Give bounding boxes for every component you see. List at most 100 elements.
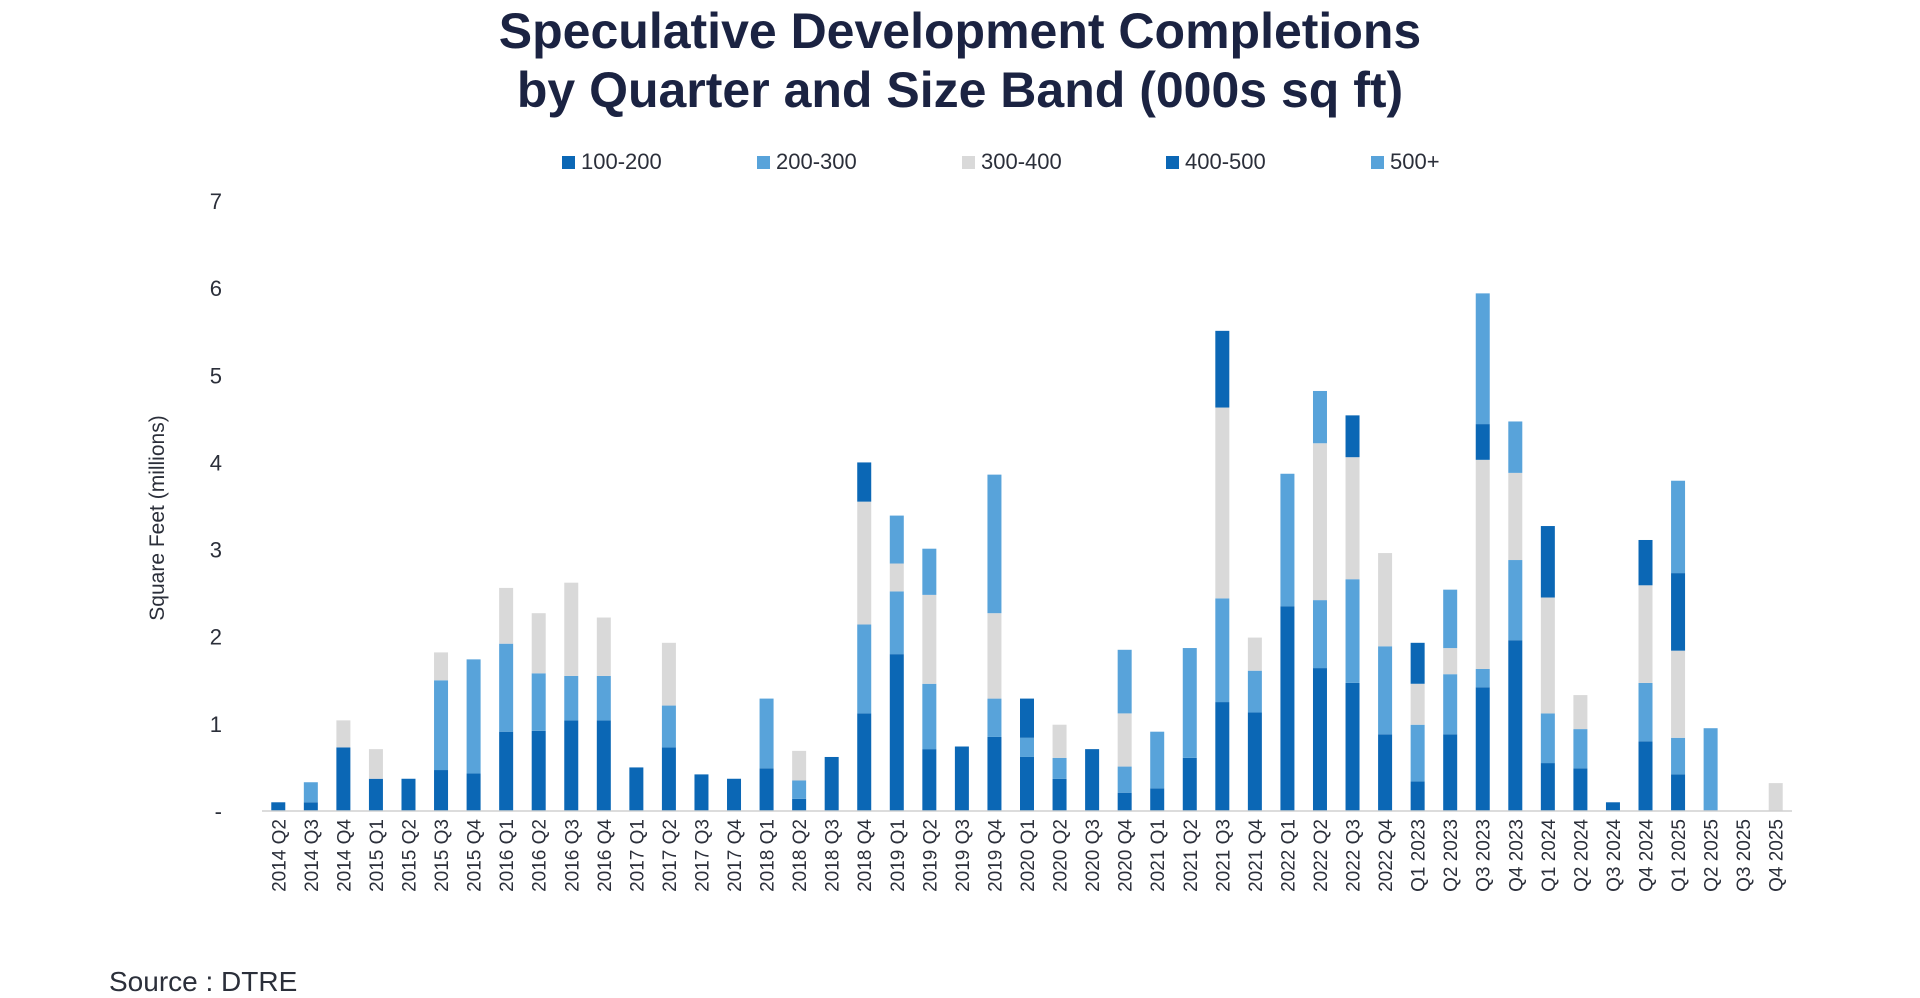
bar-segment <box>1540 763 1555 811</box>
x-tick-label: 2018 Q3 <box>823 819 844 892</box>
legend-label: 400-500 <box>1185 149 1266 174</box>
bar-segment <box>1410 781 1425 811</box>
bar-segment <box>1117 649 1132 714</box>
bar-segment <box>1117 766 1132 793</box>
bar-segment <box>792 780 807 799</box>
bar-segment <box>271 802 286 811</box>
x-tick-label: 2019 Q2 <box>920 819 941 892</box>
x-tick-label: 2018 Q1 <box>758 819 779 892</box>
bar-segment <box>1671 480 1686 574</box>
bar-segment <box>1768 783 1783 811</box>
x-tick-label: 2017 Q1 <box>627 819 648 892</box>
bar-segment <box>857 501 872 625</box>
bar-segment <box>694 774 709 811</box>
y-tick-label: - <box>215 799 222 824</box>
bar-segment <box>596 720 611 811</box>
bar-segment <box>1182 757 1197 811</box>
y-tick-label: 7 <box>210 189 222 214</box>
x-tick-label: 2018 Q4 <box>855 819 876 892</box>
bar-segment <box>1378 734 1393 811</box>
x-tick-label: 2019 Q4 <box>985 819 1006 892</box>
bar-segment <box>1378 646 1393 735</box>
bar-segment <box>1150 788 1165 811</box>
x-tick-label: 2021 Q1 <box>1148 819 1169 892</box>
x-tick-label: 2015 Q1 <box>367 819 388 892</box>
x-tick-label: 2015 Q2 <box>399 819 420 892</box>
bar-segment <box>303 802 318 811</box>
bar-segment <box>596 617 611 676</box>
x-tick-label: 2022 Q1 <box>1278 819 1299 892</box>
x-tick-label: 2020 Q1 <box>1018 819 1039 892</box>
bar-segment <box>499 731 514 811</box>
bar-segment <box>1638 539 1653 586</box>
bar-segment <box>857 624 872 714</box>
bar-segment <box>1508 421 1523 473</box>
bar-segment <box>857 713 872 811</box>
x-tick-label: 2016 Q3 <box>562 819 583 892</box>
bar-segment <box>1085 749 1100 811</box>
bar-segment <box>1508 472 1523 561</box>
x-tick-label: 2018 Q2 <box>790 819 811 892</box>
x-tick-label: 2019 Q1 <box>888 819 909 892</box>
bar-segment <box>1671 650 1686 738</box>
bar-segment <box>1247 637 1262 671</box>
x-tick-label: Q1 2023 <box>1409 819 1430 892</box>
bar-segment <box>1020 698 1034 738</box>
y-tick-label: 6 <box>210 276 222 301</box>
x-tick-label: 2014 Q2 <box>269 819 290 892</box>
bar-segment <box>499 587 514 644</box>
x-tick-label: 2017 Q2 <box>660 819 681 892</box>
x-tick-label: 2015 Q3 <box>432 819 453 892</box>
bar-segment <box>1345 682 1360 811</box>
bar-segment <box>661 642 676 706</box>
bar-segment <box>1703 728 1718 811</box>
bar-segment <box>1573 729 1588 769</box>
x-tick-label: Q2 2024 <box>1571 819 1592 892</box>
bar-segment <box>1378 553 1393 647</box>
bar-segment <box>1312 443 1327 601</box>
x-tick-label: 2020 Q4 <box>1116 819 1137 892</box>
bar-segment <box>1280 473 1295 607</box>
x-tick-label: 2016 Q1 <box>497 819 518 892</box>
bar-segment <box>1312 600 1327 669</box>
chart-title-line2: by Quarter and Size Band (000s sq ft) <box>516 62 1404 118</box>
bar-segment <box>1312 668 1327 811</box>
bar-segment <box>889 563 904 592</box>
bar-segment <box>1020 737 1034 757</box>
bar-segment <box>1475 459 1490 669</box>
bar-segment <box>1443 674 1458 735</box>
x-tick-label: 2022 Q2 <box>1311 819 1332 892</box>
bar-segment <box>1215 702 1230 811</box>
bar-segment <box>987 613 1002 699</box>
bar-segment <box>889 654 904 811</box>
legend-swatch <box>1371 155 1384 169</box>
bar-segment <box>1508 560 1523 641</box>
bar-segment <box>1540 526 1555 598</box>
legend-item: 300-400 <box>962 147 1062 177</box>
bar-segment <box>1247 670 1262 713</box>
x-tick-label: 2019 Q3 <box>953 819 974 892</box>
x-tick-label: Q3 2024 <box>1604 819 1625 892</box>
bar-segment <box>466 773 481 811</box>
bar-segment <box>661 747 676 811</box>
legend-swatch <box>962 155 975 169</box>
bar-segment <box>531 613 546 674</box>
x-tick-label: Q3 2025 <box>1734 819 1755 892</box>
bar-segment <box>1671 737 1686 775</box>
bar-segment <box>1475 293 1490 425</box>
legend-item: 100-200 <box>562 147 662 177</box>
bar-segment <box>1215 330 1230 408</box>
bar-segment <box>531 673 546 731</box>
legend-label: 500+ <box>1390 149 1440 174</box>
x-tick-label: Q4 2025 <box>1767 819 1788 892</box>
x-tick-label: Q4 2023 <box>1506 819 1527 892</box>
bar-segment <box>987 736 1002 811</box>
bar-segment <box>1443 734 1458 811</box>
bar-segment <box>759 698 774 769</box>
bar-segment <box>727 778 742 811</box>
source-note: Source : DTRE <box>109 966 298 997</box>
x-tick-label: 2017 Q4 <box>725 819 746 892</box>
bar-segment <box>1573 695 1588 730</box>
bar-segment <box>987 474 1002 614</box>
bar-segment <box>1345 415 1360 458</box>
